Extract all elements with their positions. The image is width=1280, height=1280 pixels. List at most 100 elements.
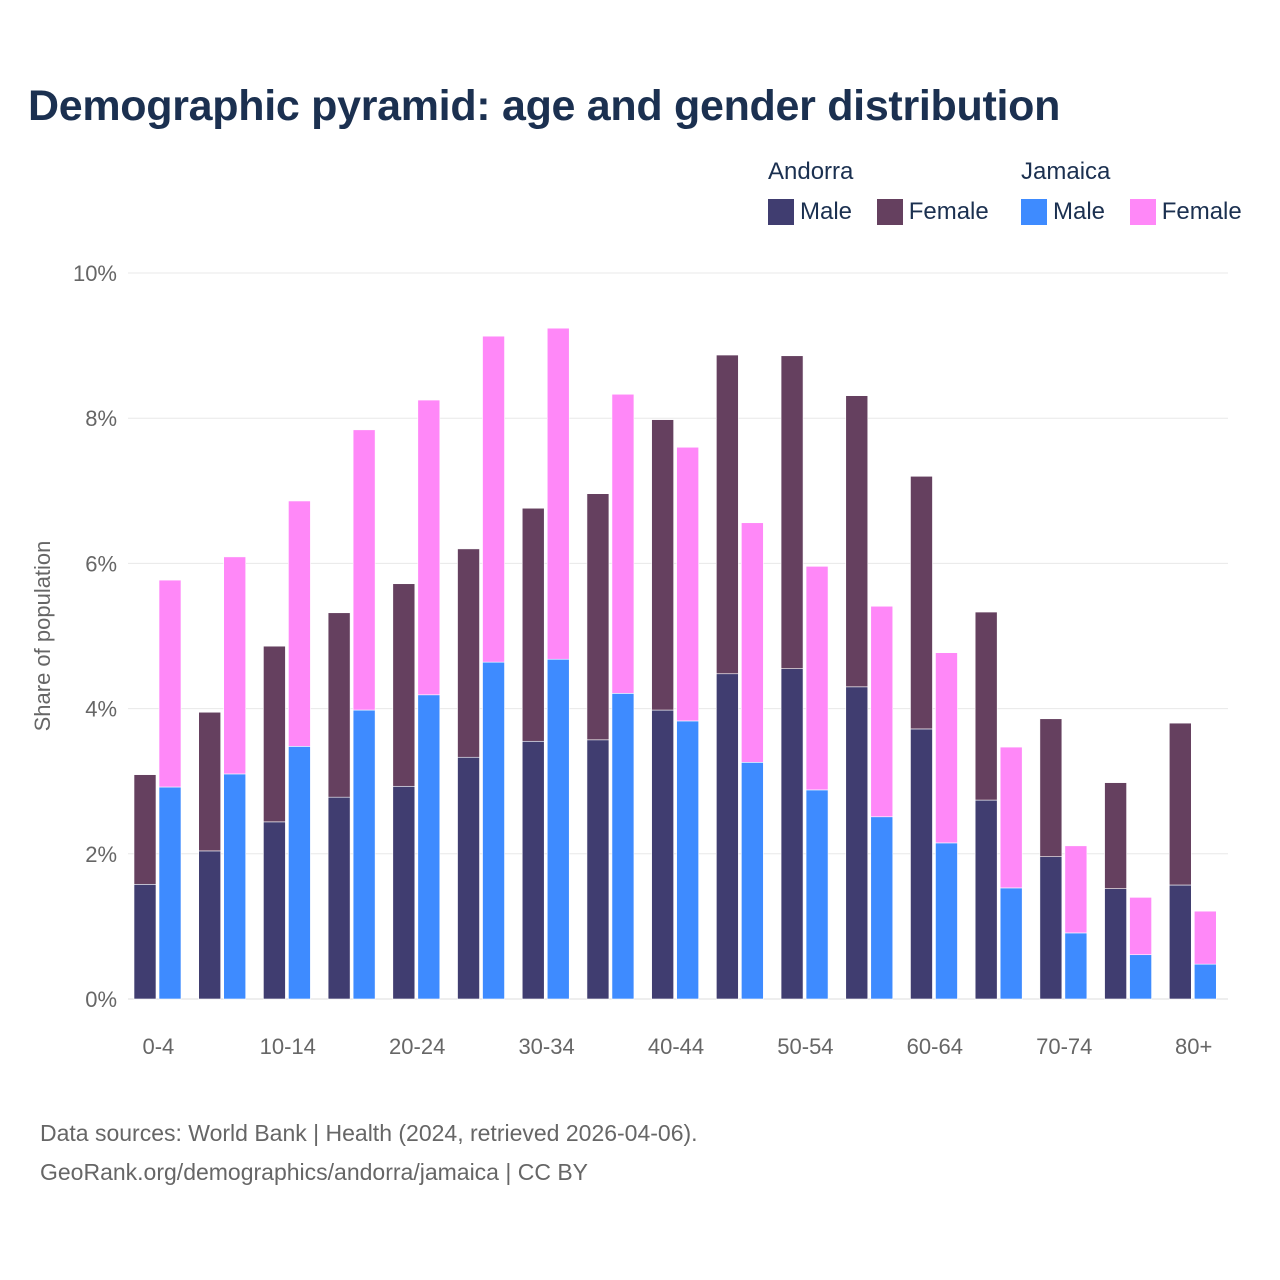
bar-andorra-male-25-29[interactable]: [457, 756, 480, 1000]
bar-andorra-male-10-14[interactable]: [263, 821, 286, 1000]
legend-jamaica-male[interactable]: Male: [1021, 198, 1105, 226]
bar-jamaica-male-50-54[interactable]: [805, 789, 829, 1000]
bar-andorra-male-0-4[interactable]: [133, 883, 157, 1000]
x-tick-label: 70-74: [1036, 1034, 1092, 1059]
bar-andorra-female-70-74[interactable]: [1039, 718, 1063, 858]
bar-andorra-male-80+[interactable]: [1168, 884, 1192, 1000]
footer-attribution[interactable]: GeoRank.org/demographics/andorra/jamaica…: [40, 1159, 589, 1185]
bar-andorra-female-35-39[interactable]: [586, 493, 610, 741]
x-tick-label: 40-44: [648, 1034, 704, 1059]
bar-jamaica-male-60-64[interactable]: [935, 842, 958, 1000]
bar-jamaica-female-5-9[interactable]: [223, 556, 247, 775]
bar-jamaica-female-30-34[interactable]: [546, 327, 570, 660]
bar-jamaica-male-65-69[interactable]: [999, 887, 1023, 1000]
bar-andorra-female-15-19[interactable]: [327, 612, 351, 798]
legend-label: Female: [908, 198, 989, 225]
legend-jamaica: Jamaica Male Female: [1021, 158, 1258, 232]
bar-jamaica-female-80+[interactable]: [1193, 910, 1217, 965]
legend-title-jamaica: Jamaica: [1021, 158, 1111, 185]
bar-jamaica-female-65-69[interactable]: [999, 746, 1023, 889]
bar-andorra-female-30-34[interactable]: [521, 507, 545, 742]
bar-andorra-female-60-64[interactable]: [910, 475, 933, 730]
bar-jamaica-male-10-14[interactable]: [288, 746, 311, 1000]
bar-andorra-male-15-19[interactable]: [327, 796, 351, 1000]
bar-andorra-male-65-69[interactable]: [974, 799, 998, 1000]
bar-jamaica-male-5-9[interactable]: [223, 773, 247, 1000]
bar-jamaica-male-75-79[interactable]: [1129, 954, 1152, 1000]
bar-jamaica-female-75-79[interactable]: [1129, 897, 1152, 956]
bar-jamaica-female-0-4[interactable]: [158, 579, 182, 788]
bar-andorra-male-75-79[interactable]: [1104, 888, 1127, 1000]
x-tick-label: 50-54: [777, 1034, 833, 1059]
bar-andorra-male-70-74[interactable]: [1039, 856, 1063, 1000]
legend-andorra: Andorra Male Female: [768, 158, 1005, 232]
bar-jamaica-male-35-39[interactable]: [611, 693, 635, 1000]
bar-andorra-male-45-49[interactable]: [716, 673, 739, 1000]
bar-jamaica-male-30-34[interactable]: [546, 658, 570, 1000]
legend-label: Male: [800, 198, 853, 225]
bar-andorra-female-80+[interactable]: [1168, 722, 1192, 886]
bar-andorra-male-55-59[interactable]: [845, 686, 869, 1000]
footer-sources: Data sources: World Bank | Health (2024,…: [40, 1120, 698, 1146]
bar-andorra-female-5-9[interactable]: [198, 711, 222, 852]
bar-jamaica-female-50-54[interactable]: [805, 566, 829, 791]
bar-jamaica-male-40-44[interactable]: [676, 720, 699, 1000]
y-tick-label: 8%: [85, 406, 117, 431]
bar-jamaica-male-25-29[interactable]: [482, 661, 505, 1000]
bar-andorra-female-55-59[interactable]: [845, 395, 869, 688]
legend-label: Male: [1053, 198, 1106, 225]
bar-jamaica-female-55-59[interactable]: [870, 605, 894, 818]
bar-jamaica-female-10-14[interactable]: [288, 500, 311, 747]
bar-jamaica-female-15-19[interactable]: [352, 429, 376, 711]
x-tick-label: 10-14: [260, 1034, 316, 1059]
bar-andorra-female-40-44[interactable]: [651, 419, 674, 711]
bar-jamaica-female-60-64[interactable]: [935, 652, 958, 844]
bar-andorra-male-35-39[interactable]: [586, 739, 610, 1000]
legend-swatch: [1129, 199, 1156, 225]
legend-swatch: [1021, 199, 1047, 225]
bar-jamaica-male-70-74[interactable]: [1064, 932, 1088, 1000]
bar-andorra-female-45-49[interactable]: [716, 354, 739, 675]
bar-andorra-female-20-24[interactable]: [392, 583, 416, 787]
x-tick-label: 20-24: [389, 1034, 445, 1059]
bar-jamaica-male-0-4[interactable]: [158, 786, 182, 1000]
bar-andorra-male-20-24[interactable]: [392, 785, 416, 1000]
legend-andorra-male[interactable]: Male: [768, 198, 852, 226]
legend-label: Female: [1161, 198, 1242, 225]
y-tick-label: 0%: [85, 987, 117, 1012]
legend-title-andorra: Andorra: [768, 158, 854, 185]
legend-swatch: [876, 199, 903, 225]
bar-andorra-male-50-54[interactable]: [780, 668, 804, 1000]
bar-jamaica-female-70-74[interactable]: [1064, 845, 1088, 934]
x-tick-label: 30-34: [518, 1034, 574, 1059]
x-tick-label: 60-64: [907, 1034, 963, 1059]
bar-andorra-female-10-14[interactable]: [263, 645, 286, 823]
bar-jamaica-male-55-59[interactable]: [870, 816, 894, 1000]
bar-jamaica-male-20-24[interactable]: [417, 694, 441, 1000]
bar-andorra-male-30-34[interactable]: [521, 740, 545, 1000]
bar-andorra-male-60-64[interactable]: [910, 728, 933, 1000]
y-tick-label: 10%: [73, 261, 117, 286]
bar-jamaica-female-20-24[interactable]: [417, 399, 441, 696]
bar-jamaica-female-35-39[interactable]: [611, 393, 635, 694]
bar-andorra-female-75-79[interactable]: [1104, 782, 1127, 889]
bar-jamaica-male-45-49[interactable]: [741, 762, 764, 1000]
bar-andorra-female-25-29[interactable]: [457, 548, 480, 758]
y-tick-label: 4%: [85, 697, 117, 722]
bar-andorra-female-0-4[interactable]: [133, 774, 157, 885]
legend-jamaica-female[interactable]: Female: [1129, 198, 1242, 226]
bar-andorra-male-5-9[interactable]: [198, 850, 222, 1000]
bar-jamaica-male-15-19[interactable]: [352, 709, 376, 1000]
x-tick-label: 80+: [1175, 1034, 1212, 1059]
bar-jamaica-female-25-29[interactable]: [482, 335, 505, 663]
bar-jamaica-male-80+[interactable]: [1193, 963, 1217, 1000]
x-tick-label: 0-4: [142, 1034, 174, 1059]
bar-andorra-male-40-44[interactable]: [651, 709, 674, 1000]
bar-andorra-female-65-69[interactable]: [974, 611, 998, 801]
bar-andorra-female-50-54[interactable]: [780, 355, 804, 669]
footer: Data sources: World Bank | Health (2024,…: [40, 1114, 698, 1192]
bar-jamaica-female-45-49[interactable]: [741, 522, 764, 763]
bar-jamaica-female-40-44[interactable]: [676, 446, 699, 722]
legend-andorra-female[interactable]: Female: [876, 198, 989, 226]
